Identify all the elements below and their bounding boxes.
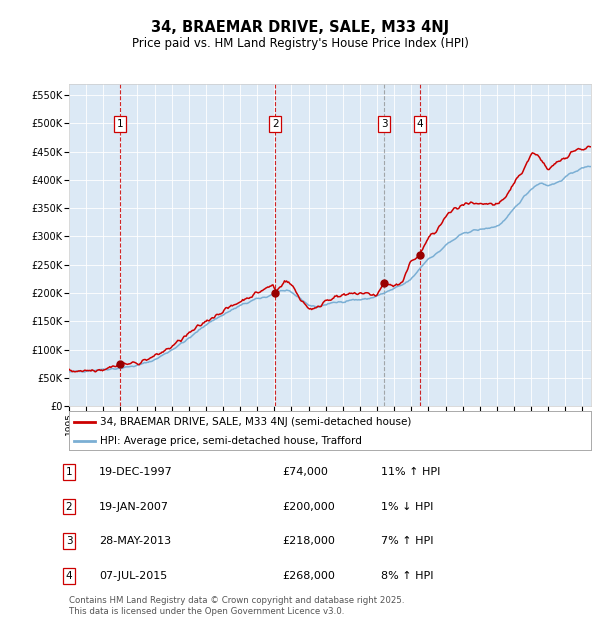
Text: 34, BRAEMAR DRIVE, SALE, M33 4NJ (semi-detached house): 34, BRAEMAR DRIVE, SALE, M33 4NJ (semi-d… xyxy=(100,417,412,427)
Text: 2: 2 xyxy=(65,502,73,512)
Text: 4: 4 xyxy=(65,571,73,581)
Text: 19-DEC-1997: 19-DEC-1997 xyxy=(99,467,173,477)
Text: 7% ↑ HPI: 7% ↑ HPI xyxy=(381,536,433,546)
Text: 19-JAN-2007: 19-JAN-2007 xyxy=(99,502,169,512)
Text: £74,000: £74,000 xyxy=(282,467,328,477)
Text: 34, BRAEMAR DRIVE, SALE, M33 4NJ: 34, BRAEMAR DRIVE, SALE, M33 4NJ xyxy=(151,20,449,35)
Text: 11% ↑ HPI: 11% ↑ HPI xyxy=(381,467,440,477)
Text: £200,000: £200,000 xyxy=(282,502,335,512)
Text: 3: 3 xyxy=(381,119,388,129)
Text: 4: 4 xyxy=(417,119,424,129)
Text: HPI: Average price, semi-detached house, Trafford: HPI: Average price, semi-detached house,… xyxy=(100,436,362,446)
Text: £268,000: £268,000 xyxy=(282,571,335,581)
Text: £218,000: £218,000 xyxy=(282,536,335,546)
Text: 2: 2 xyxy=(272,119,278,129)
Text: 8% ↑ HPI: 8% ↑ HPI xyxy=(381,571,433,581)
Text: 07-JUL-2015: 07-JUL-2015 xyxy=(99,571,167,581)
Text: 1: 1 xyxy=(65,467,73,477)
Text: Price paid vs. HM Land Registry's House Price Index (HPI): Price paid vs. HM Land Registry's House … xyxy=(131,37,469,50)
Text: 3: 3 xyxy=(65,536,73,546)
Text: 1% ↓ HPI: 1% ↓ HPI xyxy=(381,502,433,512)
Text: 1: 1 xyxy=(116,119,123,129)
Text: 28-MAY-2013: 28-MAY-2013 xyxy=(99,536,171,546)
Text: Contains HM Land Registry data © Crown copyright and database right 2025.
This d: Contains HM Land Registry data © Crown c… xyxy=(69,596,404,616)
